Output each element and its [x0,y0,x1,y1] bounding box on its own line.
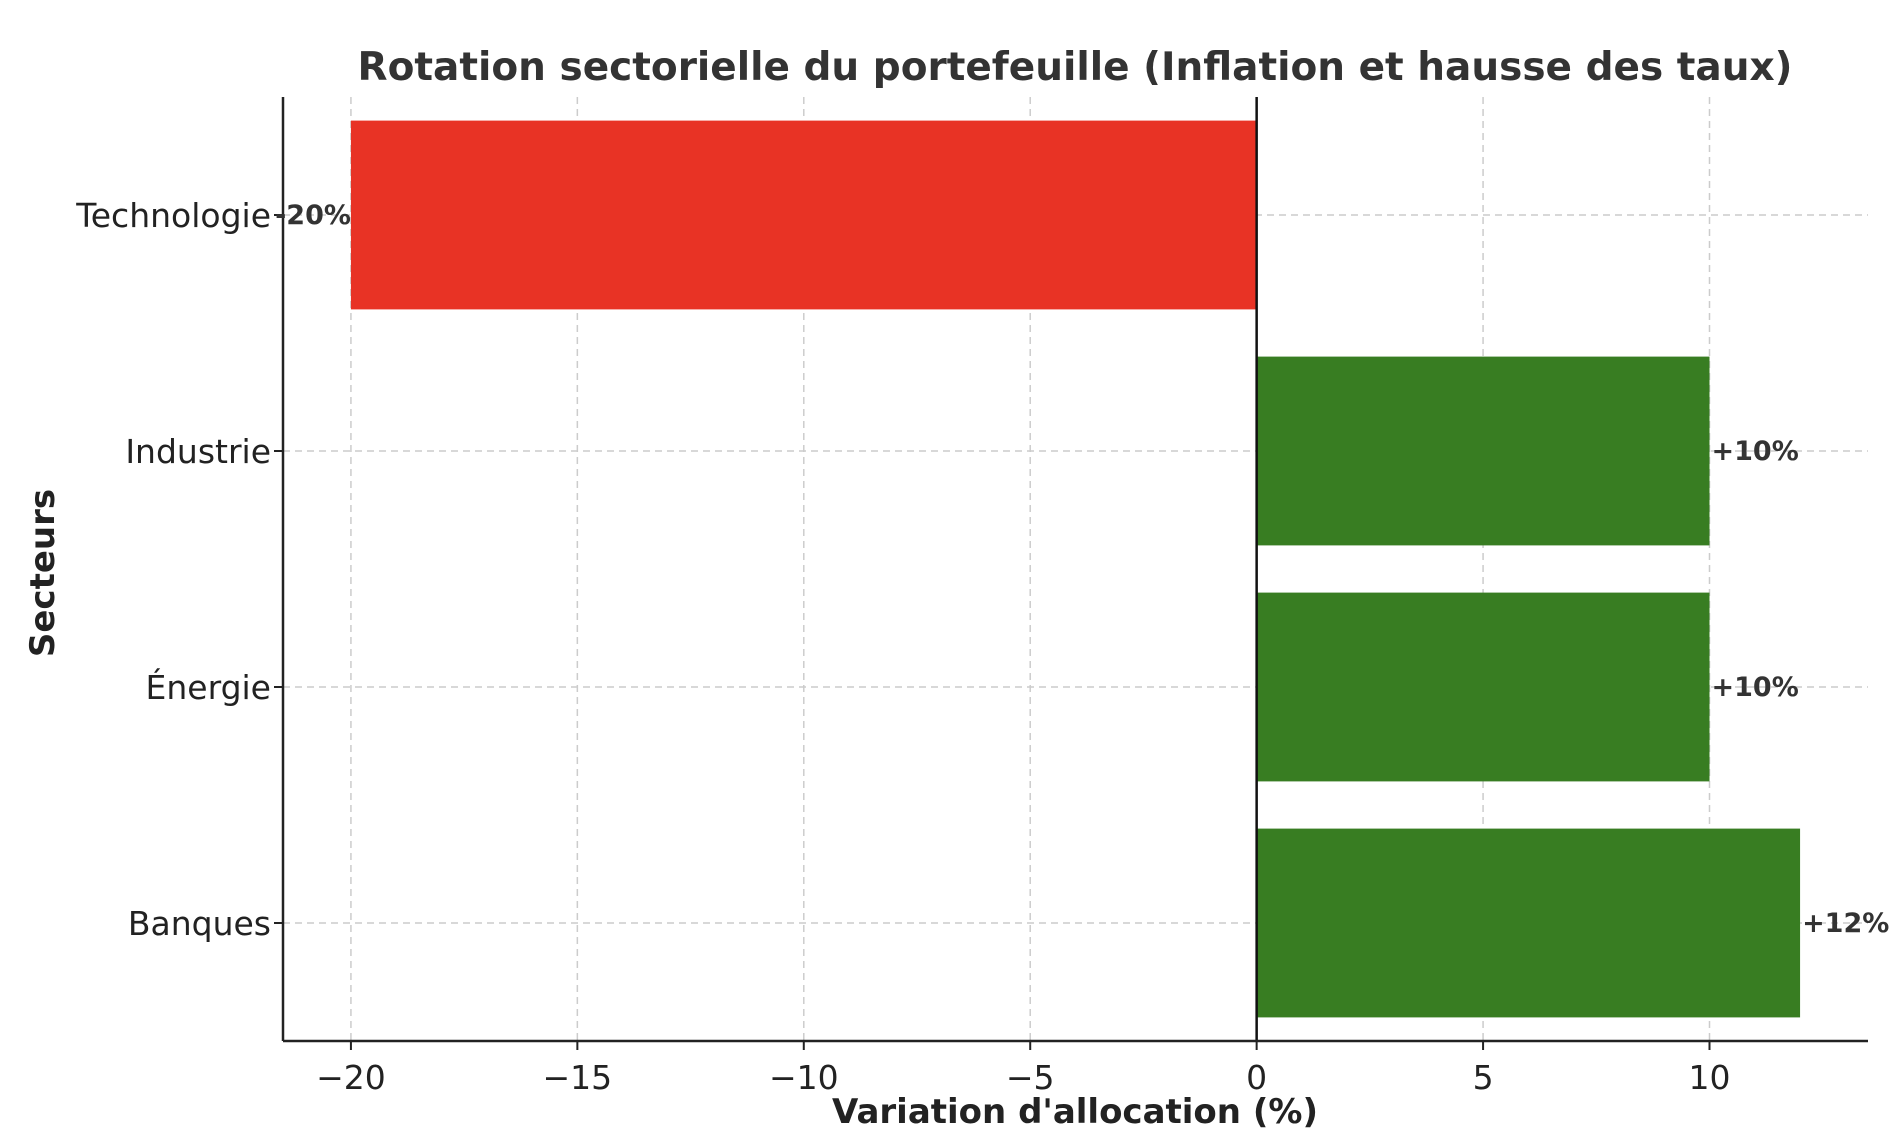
data-label: +12% [1802,908,1889,939]
x-tick-label: −10 [769,1058,839,1097]
category-label: Industrie [125,432,271,471]
data-label: +10% [1712,672,1799,703]
axes [274,97,1868,1050]
x-tick-label: −15 [543,1058,613,1097]
bar-2 [1256,592,1710,782]
y-axis-label: Secteurs [23,489,63,657]
x-tick-label: −5 [1006,1058,1055,1097]
bar-0 [350,120,1257,310]
bar-3 [1256,828,1801,1018]
bars [350,120,1801,1018]
x-tick-label: −20 [316,1058,386,1097]
chart-title: Rotation sectorielle du portefeuille (In… [358,45,1793,90]
x-tick-label: 0 [1246,1058,1267,1097]
data-label: +10% [1712,436,1799,467]
category-label: Technologie [75,196,271,235]
data-label: -20% [275,200,351,231]
labels: −20 −15 −10 −5 0 5 10 Technologie Industrie Énerg… [75,196,1889,1097]
x-tick-label: 10 [1689,1058,1731,1097]
x-tick-label: 5 [1473,1058,1494,1097]
category-label: Énergie [146,667,271,707]
category-label: Banques [128,904,271,943]
bar-1 [1256,356,1710,546]
x-axis-label: Variation d'allocation (%) [832,1092,1318,1132]
